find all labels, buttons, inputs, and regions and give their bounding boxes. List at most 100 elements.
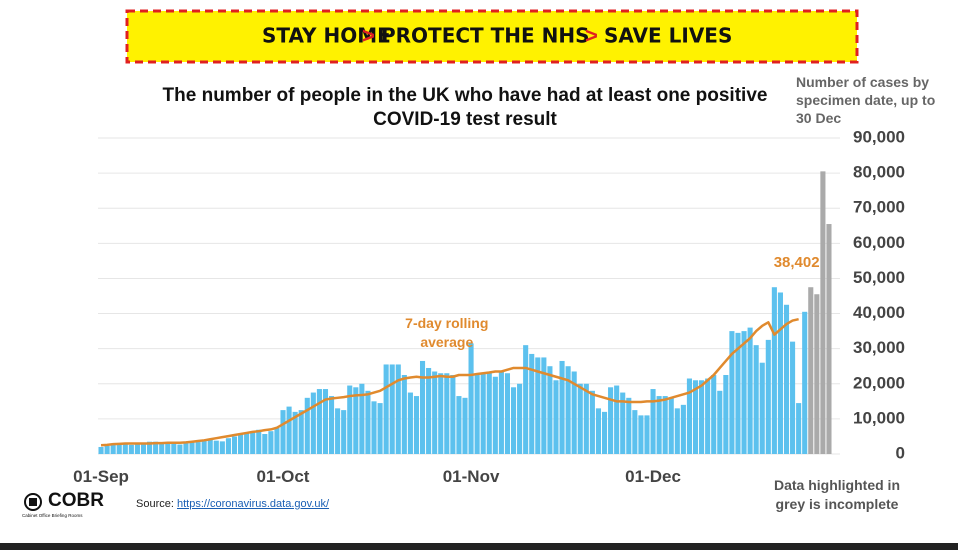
x-tick-label: 01-Oct [257, 467, 310, 486]
bar [407, 392, 413, 454]
bar [474, 375, 480, 454]
bar [365, 390, 371, 454]
bar [662, 396, 668, 454]
bar [268, 431, 274, 454]
bar [601, 411, 608, 454]
bar [244, 432, 250, 454]
bar [153, 441, 159, 454]
logo-subtitle: Cabinet Office Briefing Rooms [22, 513, 83, 518]
logo-name: COBR [48, 490, 104, 511]
bar [820, 171, 826, 454]
bar [529, 353, 535, 454]
bar [256, 429, 262, 454]
bar [486, 371, 492, 454]
bar [195, 442, 201, 454]
bar [790, 341, 796, 454]
y-tick-label: 60,000 [853, 233, 905, 252]
y-tick-label: 90,000 [853, 127, 905, 146]
crest-icon [24, 493, 42, 511]
y-tick-label: 30,000 [853, 338, 905, 357]
bar [432, 371, 438, 454]
y-tick-label: 10,000 [853, 408, 905, 427]
bar [286, 406, 292, 454]
bar [571, 371, 577, 454]
bar [104, 445, 110, 454]
bar [134, 443, 140, 454]
bar [207, 439, 213, 454]
bar [316, 389, 322, 454]
bar [523, 345, 529, 454]
bar [426, 367, 432, 454]
bar [638, 415, 644, 454]
bar [692, 380, 699, 454]
bar [189, 442, 195, 454]
bar [765, 339, 771, 454]
bar [553, 380, 559, 454]
bar [159, 442, 165, 454]
bar [559, 360, 565, 454]
bar [583, 383, 589, 454]
bar [304, 397, 310, 454]
bar [680, 404, 686, 454]
bar [614, 385, 620, 454]
bar [292, 411, 298, 454]
bar [250, 431, 256, 454]
banner-text: PROTECT THE NHS [381, 24, 590, 48]
y-tick-label: 20,000 [853, 373, 905, 392]
bar [262, 433, 268, 454]
source-label: Source: [136, 498, 174, 510]
banner-text: STAY HOME [262, 24, 391, 48]
bar [510, 387, 517, 454]
bar [705, 378, 711, 454]
bar [419, 360, 426, 454]
source-link[interactable]: https://coronavirus.data.gov.uk/ [176, 498, 330, 510]
bar [165, 442, 171, 454]
bar [335, 408, 341, 454]
bar [759, 362, 765, 454]
bar [225, 438, 231, 454]
bar [328, 396, 335, 454]
bar [783, 304, 790, 454]
bar [814, 294, 820, 454]
bar [171, 443, 177, 454]
bar [608, 387, 614, 454]
bar [359, 383, 365, 454]
bar [450, 375, 456, 454]
bar [717, 390, 723, 454]
bar [541, 357, 547, 454]
bar [353, 387, 359, 454]
x-tick-label: 01-Nov [443, 467, 500, 486]
bar [219, 441, 225, 454]
bar [401, 375, 407, 454]
bar [723, 375, 729, 454]
y-tick-label: 70,000 [853, 198, 905, 217]
source: Source: https://coronavirus.data.gov.uk/ [136, 498, 329, 510]
bottom-bar [0, 543, 958, 550]
chart-title: The number of people in the UK who have … [162, 85, 768, 130]
bar [517, 383, 523, 454]
bar [796, 403, 802, 454]
bar [504, 373, 511, 454]
bar [644, 415, 650, 454]
y-tick-label: 0 [896, 443, 905, 462]
bar [735, 332, 741, 454]
bar [577, 383, 583, 454]
bar [322, 389, 329, 454]
bar [347, 385, 353, 454]
bar [777, 292, 783, 454]
bar [565, 366, 571, 454]
bar [480, 373, 486, 454]
chevron: > [362, 23, 375, 48]
bar [140, 443, 147, 454]
bar [699, 380, 705, 454]
bar [711, 375, 717, 454]
bar [274, 427, 280, 454]
bar [177, 444, 183, 454]
bar [808, 287, 814, 454]
bar [771, 287, 777, 454]
bar [456, 396, 462, 454]
bar [280, 410, 286, 454]
bar [753, 345, 759, 454]
